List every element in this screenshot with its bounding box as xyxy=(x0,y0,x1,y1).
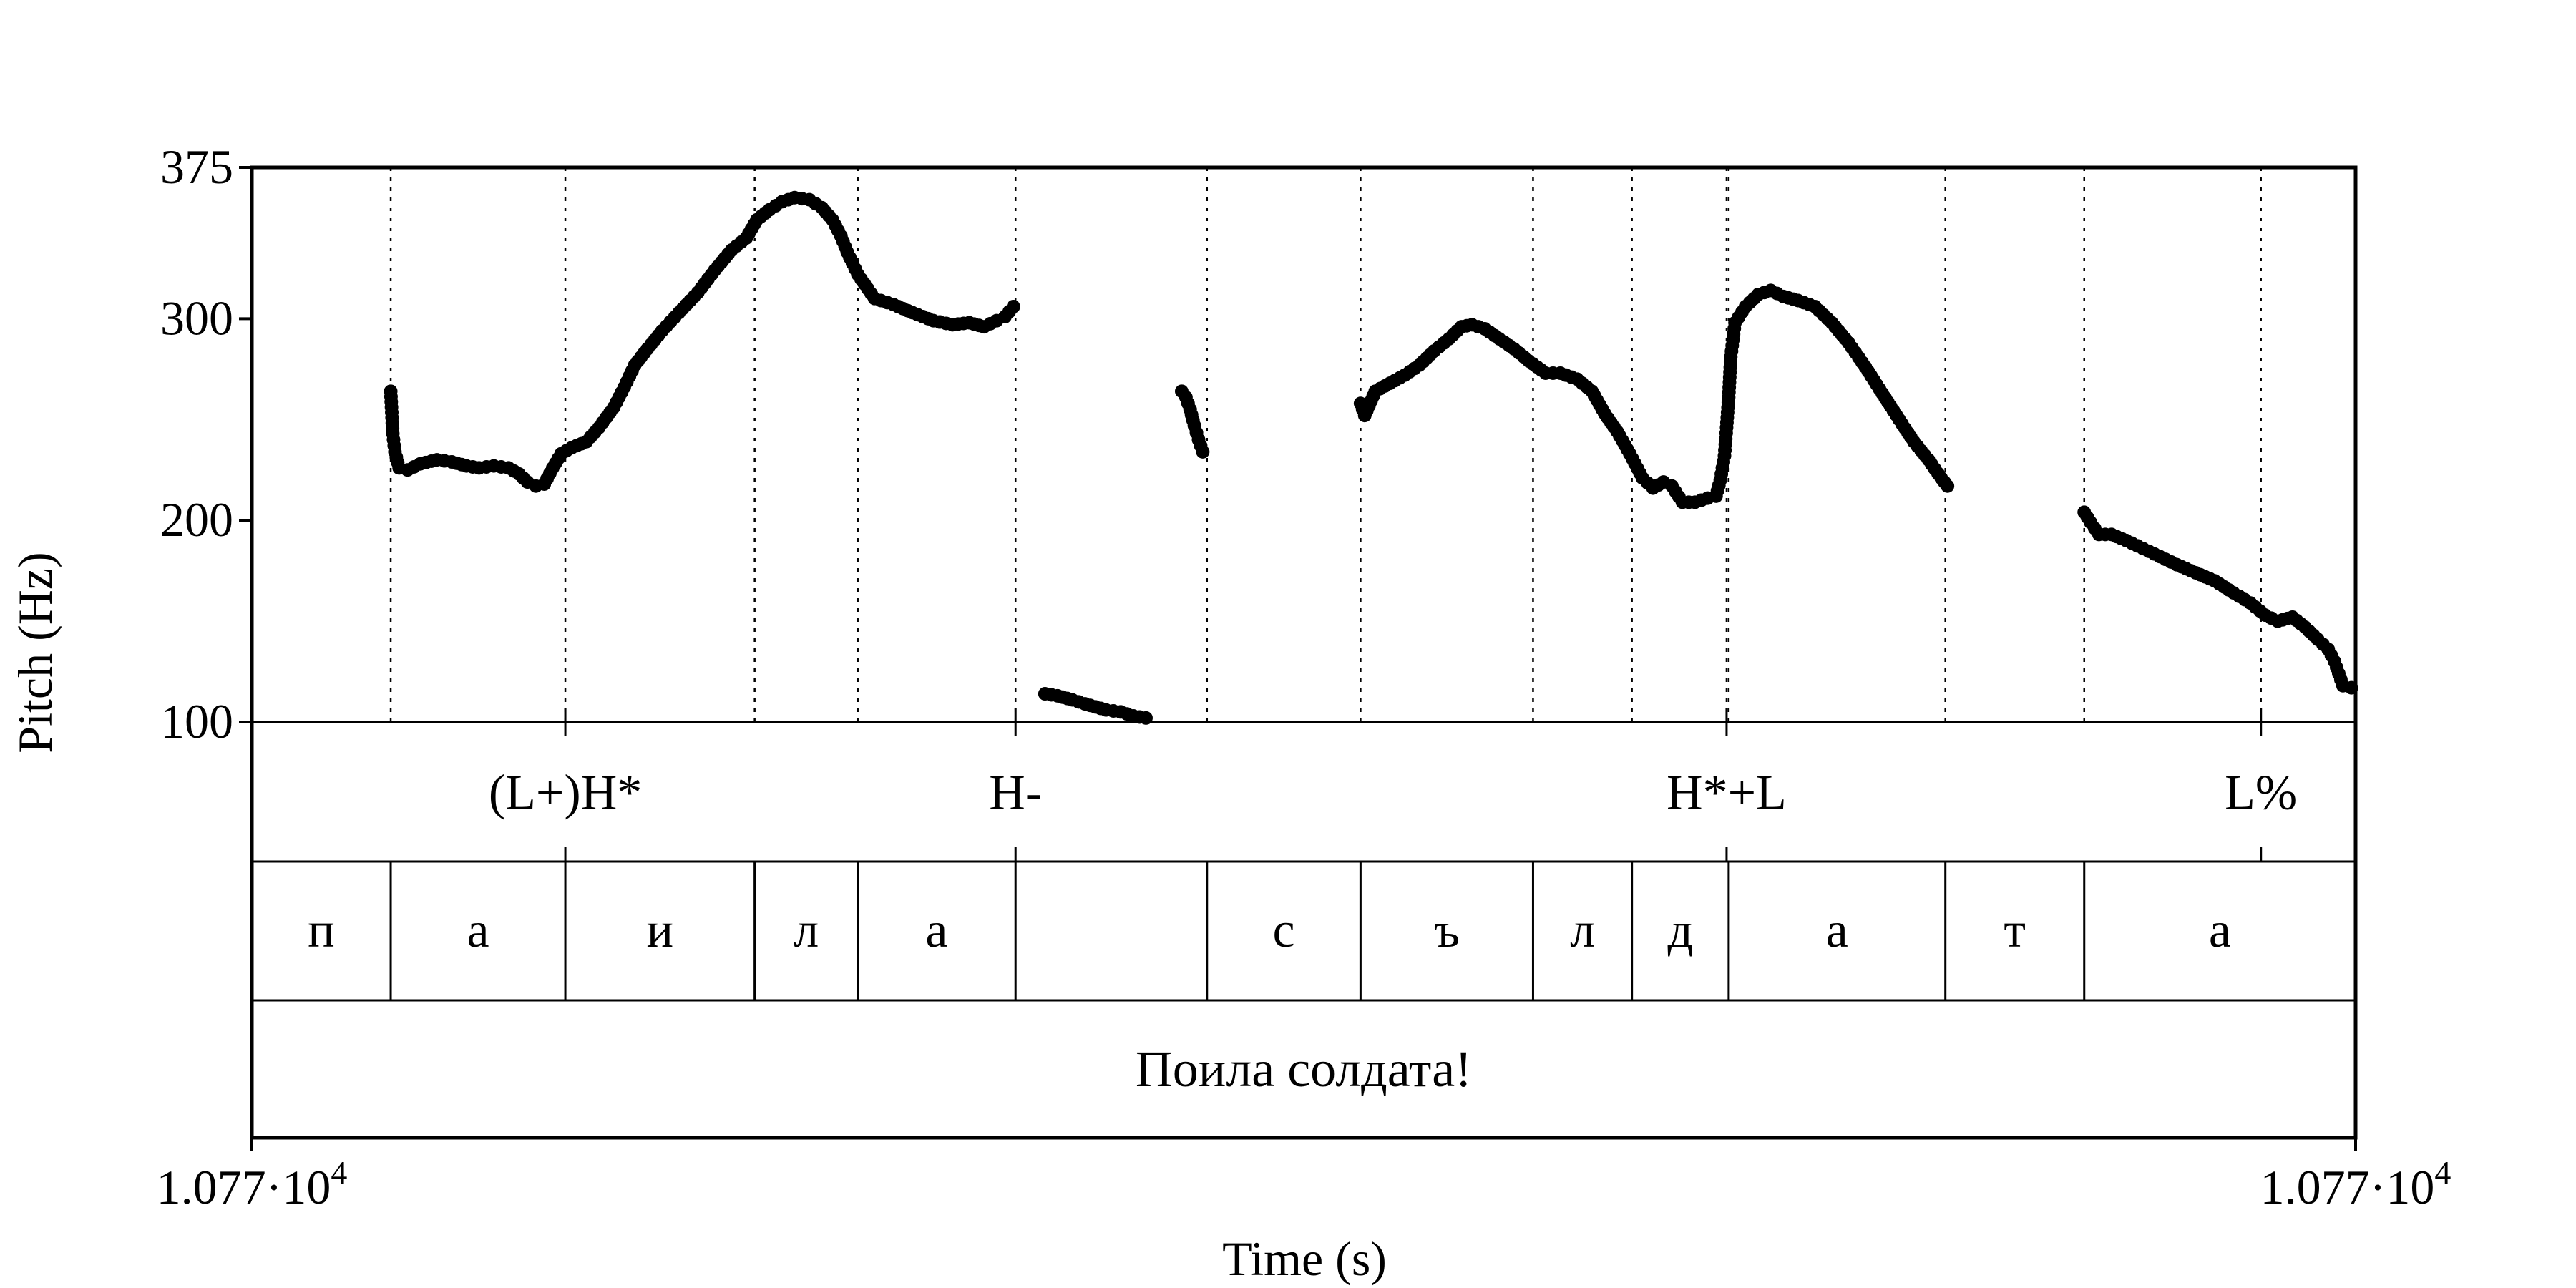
segment-label: а xyxy=(467,903,489,958)
axis-ticks: 100 200 300 375 xyxy=(160,140,2357,1151)
segment-label: с xyxy=(1273,903,1295,958)
pitch-point xyxy=(1196,444,1210,459)
x-tick-label-left: 1.077·104 xyxy=(157,1154,348,1214)
segment-label: и xyxy=(647,903,673,958)
x-tick-exponent-right: 4 xyxy=(2434,1154,2451,1191)
x-tick-exponent-left: 4 xyxy=(331,1154,347,1191)
segment-label: а xyxy=(1826,903,1848,958)
segment-label: л xyxy=(794,903,819,958)
tone-label: (L+)H* xyxy=(489,766,642,821)
pitch-points xyxy=(384,190,2358,725)
pitch-point xyxy=(1139,711,1153,725)
segment-label: п xyxy=(308,903,334,958)
x-tick-mantissa-left: 1.077·10 xyxy=(157,1160,331,1214)
segment-label: л xyxy=(1570,903,1595,958)
segment-label: а xyxy=(2209,903,2231,958)
segment-label: т xyxy=(2004,903,2026,958)
plot-border xyxy=(250,165,2358,1140)
x-tick-label-right: 1.077·104 xyxy=(2260,1154,2451,1214)
segment-label: ъ xyxy=(1434,903,1460,958)
tone-label: L% xyxy=(2225,766,2297,821)
boundary-lines xyxy=(389,167,2262,722)
x-axis-label: Time (s) xyxy=(1222,1231,1387,1286)
y-tick-label: 300 xyxy=(160,291,233,345)
y-tick-label: 200 xyxy=(160,492,233,547)
pitch-point xyxy=(1941,479,1955,493)
segment-label: а xyxy=(925,903,947,958)
utterance-label: Поила солдата! xyxy=(1136,1040,1472,1098)
annotation-tiers: (L+)H* H- H*+L L% п а и л а с ъ л д а т а Поила солдата! xyxy=(308,708,2297,1098)
x-tick-mantissa-right: 1.077·10 xyxy=(2260,1160,2435,1214)
tone-label: H*+L xyxy=(1667,766,1787,821)
pitch-point xyxy=(2344,680,2358,695)
segment-label: д xyxy=(1667,903,1693,958)
y-axis-label: Pitch (Hz) xyxy=(8,552,62,753)
tone-label: H- xyxy=(989,766,1042,821)
y-tick-label: 100 xyxy=(160,694,233,748)
pitch-point xyxy=(1006,299,1020,313)
y-tick-label: 375 xyxy=(160,140,233,194)
chart-frame xyxy=(250,165,2358,1140)
